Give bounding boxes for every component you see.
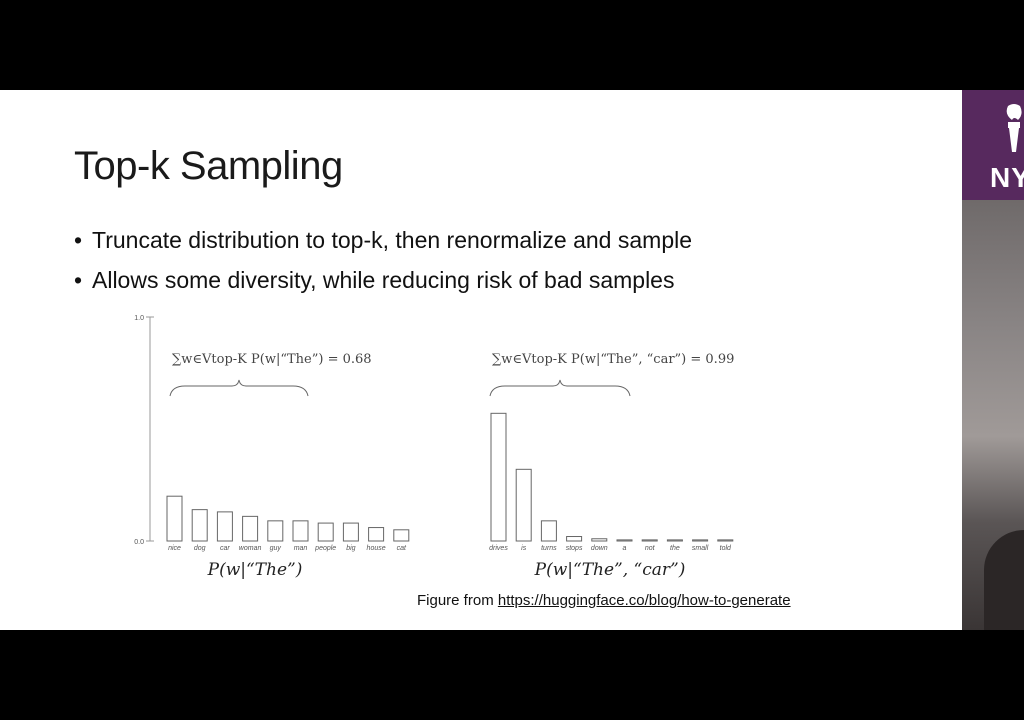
bullet-list: Truncate distribution to top-k, then ren… xyxy=(74,224,692,304)
x-tick-label: big xyxy=(346,545,355,552)
x-tick-label: woman xyxy=(239,545,262,552)
sidebar: NY xyxy=(962,90,1024,630)
logo: NY xyxy=(962,90,1024,200)
bullet-item: Truncate distribution to top-k, then ren… xyxy=(74,224,692,264)
y-tick-label: 1.0 xyxy=(134,315,144,322)
bullet-item: Allows some diversity, while reducing ri… xyxy=(74,264,692,304)
x-tick-label: down xyxy=(591,545,608,552)
bar-group-right: drives is turns stops down a not the small told xyxy=(489,412,734,552)
speaker-silhouette xyxy=(984,530,1024,630)
bar xyxy=(166,495,183,542)
brace-right xyxy=(489,379,631,397)
bar xyxy=(317,522,334,542)
bar xyxy=(692,539,709,542)
bar xyxy=(591,538,608,542)
x-tick-label: a xyxy=(623,545,627,552)
x-tick-label: told xyxy=(720,545,732,552)
x-tick-label: the xyxy=(670,545,680,552)
speaker-video xyxy=(962,200,1024,630)
bar xyxy=(717,539,734,542)
x-tick-label: turns xyxy=(541,545,557,552)
figure: 1.0 0.0 ∑w∈Vtop-K P(w|“The”) = 0.68 ∑w∈V… xyxy=(134,315,734,580)
bar xyxy=(641,539,658,542)
caption-link[interactable]: https://huggingface.co/blog/how-to-gener… xyxy=(497,592,791,609)
x-tick-label: dog xyxy=(194,545,206,552)
x-axis-label-left: P(w|“The”) xyxy=(207,560,303,580)
bar xyxy=(242,515,259,542)
bar xyxy=(368,527,385,542)
x-tick-label: stops xyxy=(566,545,583,552)
bar xyxy=(566,536,583,542)
y-tick-label: 0.0 xyxy=(134,539,144,546)
x-tick-label: not xyxy=(645,545,656,552)
sum-annotation-left: ∑w∈Vtop-K P(w|“The”) = 0.68 xyxy=(172,352,372,367)
x-tick-label: house xyxy=(367,545,386,552)
bar xyxy=(393,529,410,542)
x-tick-label: cat xyxy=(397,545,407,552)
x-axis-label-right: P(w|“The”, “car”) xyxy=(534,560,686,580)
bar xyxy=(267,520,284,542)
slide-title: Top-k Sampling xyxy=(74,144,343,188)
figure-caption: Figure from https://huggingface.co/blog/… xyxy=(417,592,791,609)
x-tick-label: drives xyxy=(489,545,508,552)
bar xyxy=(666,539,683,542)
x-tick-label: is xyxy=(521,545,527,552)
caption-prefix: Figure from xyxy=(417,592,498,609)
bar xyxy=(616,539,633,542)
x-tick-label: man xyxy=(294,545,308,552)
bar xyxy=(540,520,557,542)
x-tick-label: guy xyxy=(270,545,282,552)
bar xyxy=(216,511,233,542)
torch-icon xyxy=(1006,104,1022,152)
bar xyxy=(342,522,359,542)
bar xyxy=(292,520,309,542)
bar xyxy=(191,509,208,542)
slide: Top-k Sampling Truncate distribution to … xyxy=(0,90,962,630)
brace-left xyxy=(169,379,309,397)
bar xyxy=(490,412,507,542)
x-tick-label: small xyxy=(692,545,709,552)
bar-group-left: nice dog car woman guy man people big house cat xyxy=(166,495,410,552)
bar xyxy=(515,468,532,542)
sum-annotation-right: ∑w∈Vtop-K P(w|“The”, “car”) = 0.99 xyxy=(492,352,734,367)
x-tick-label: nice xyxy=(168,545,181,552)
x-tick-label: car xyxy=(220,545,230,552)
x-tick-label: people xyxy=(314,545,336,552)
logo-text: NY xyxy=(990,162,1024,193)
